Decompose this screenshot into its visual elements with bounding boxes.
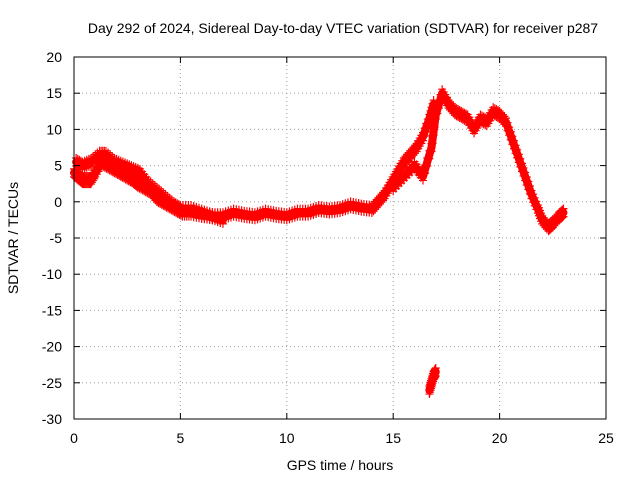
series-trace-3 xyxy=(389,85,568,236)
x-tick-label: 10 xyxy=(279,430,295,446)
data-point-marker xyxy=(423,161,432,170)
data-point-marker xyxy=(517,159,526,168)
data-point-marker xyxy=(420,132,429,141)
data-point-marker xyxy=(174,208,183,217)
grid xyxy=(74,57,606,419)
data-point-marker xyxy=(525,182,534,191)
data-point-marker xyxy=(522,172,531,181)
data-point-marker xyxy=(558,205,567,214)
data-point-marker xyxy=(421,169,430,178)
data-point-marker xyxy=(508,132,517,141)
y-tick-label: 0 xyxy=(54,194,62,210)
y-tick-label: -5 xyxy=(50,230,63,246)
x-tick-label: 0 xyxy=(70,430,78,446)
data-point-marker xyxy=(532,197,541,206)
y-tick-label: 10 xyxy=(46,121,62,137)
data-point-marker xyxy=(511,141,520,150)
data-point-marker xyxy=(428,139,437,148)
data-point-marker xyxy=(430,123,439,132)
data-point-marker xyxy=(218,219,227,228)
y-tick-label: 15 xyxy=(46,85,62,101)
x-tick-label: 15 xyxy=(385,430,401,446)
data-point-marker xyxy=(509,136,518,145)
data-point-marker xyxy=(513,145,522,154)
data-point-marker xyxy=(433,109,442,118)
data-point-marker xyxy=(516,154,525,163)
data-point-marker xyxy=(431,363,440,372)
data-point-marker xyxy=(431,371,440,380)
data-point-marker xyxy=(422,127,431,136)
chart-title: Day 292 of 2024, Sidereal Day-to-day VTE… xyxy=(88,20,598,36)
y-tick-label: 5 xyxy=(54,158,62,174)
data-point-marker xyxy=(559,204,568,213)
x-tick-label: 20 xyxy=(492,430,508,446)
data-point-marker xyxy=(427,147,436,156)
data-point-marker xyxy=(174,200,183,209)
series-trace-2 xyxy=(72,146,227,228)
plot-area xyxy=(70,85,568,399)
data-point-marker xyxy=(429,131,438,140)
data-point-marker xyxy=(411,149,420,158)
data-point-marker xyxy=(418,136,427,145)
data-point-marker xyxy=(431,114,440,123)
data-point-marker xyxy=(506,127,515,136)
data-point-marker xyxy=(500,112,509,121)
data-point-marker xyxy=(559,212,568,221)
x-axis-label: GPS time / hours xyxy=(287,457,394,473)
series-trace-4 xyxy=(425,363,440,399)
data-point-marker xyxy=(503,118,512,127)
data-point-marker xyxy=(558,213,567,222)
data-point-marker xyxy=(501,114,510,123)
data-point-marker xyxy=(425,154,434,163)
y-tick-label: -30 xyxy=(42,411,62,427)
x-tick-label: 25 xyxy=(598,430,614,446)
data-point-marker xyxy=(418,176,427,185)
data-point-marker xyxy=(90,174,99,183)
data-point-marker xyxy=(434,104,443,113)
y-tick-label: -20 xyxy=(42,339,62,355)
data-point-marker xyxy=(524,177,533,186)
data-point-marker xyxy=(527,186,536,195)
y-axis-label: SDTVAR / TECUs xyxy=(5,182,21,294)
data-point-marker xyxy=(379,196,388,205)
data-point-marker xyxy=(529,190,538,199)
data-point-marker xyxy=(519,163,528,172)
data-point-marker xyxy=(521,168,530,177)
y-tick-label: -15 xyxy=(42,302,62,318)
y-tick-label: -10 xyxy=(42,266,62,282)
x-tick-label: 5 xyxy=(177,430,185,446)
axes: 0 5 10 15 20 25 20 15 10 5 0 -5 -10 -15 -20 -25 -30 xyxy=(42,49,614,446)
data-point-marker xyxy=(514,150,523,159)
y-tick-label: 20 xyxy=(46,49,62,65)
data-point-marker xyxy=(505,123,514,132)
y-tick-label: -25 xyxy=(42,375,62,391)
data-point-marker xyxy=(530,193,539,202)
data-point-marker xyxy=(218,211,227,220)
